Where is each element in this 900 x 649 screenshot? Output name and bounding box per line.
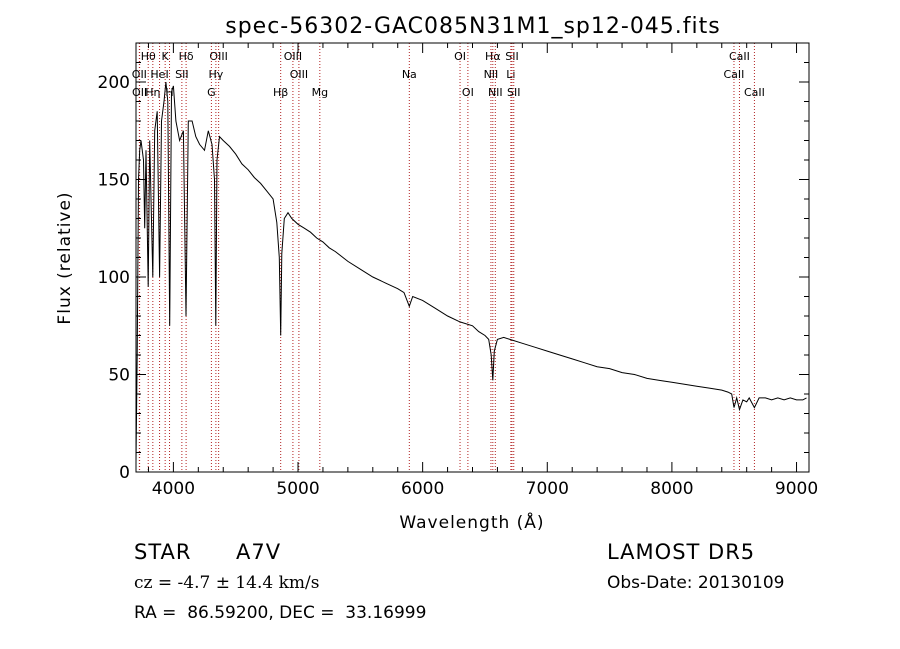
marker-label: CaII bbox=[724, 68, 745, 81]
marker-label: Hα bbox=[485, 50, 501, 63]
marker-label: SII bbox=[505, 50, 518, 63]
marker-label: NII bbox=[484, 68, 499, 81]
y-tick-label: 100 bbox=[98, 268, 130, 288]
plot-frame bbox=[135, 42, 810, 473]
marker-label: K bbox=[162, 50, 170, 63]
marker-label: HeI bbox=[150, 68, 168, 81]
x-tick-label: 4000 bbox=[152, 479, 195, 499]
marker-label: SII bbox=[507, 86, 520, 99]
marker-label: Hθ bbox=[141, 50, 156, 63]
marker-label: CaII bbox=[729, 50, 750, 63]
marker-label: SII bbox=[175, 68, 188, 81]
x-axis-title: Wavelength (Å) bbox=[399, 511, 544, 533]
axis-ticks: 4000 5000 6000 7000 8000 9000 0 50 100 150 200 bbox=[98, 43, 818, 499]
marker-label: Hη bbox=[145, 86, 160, 99]
x-tick-label: 5000 bbox=[276, 479, 319, 499]
marker-label: G bbox=[207, 86, 216, 99]
marker-label: NII bbox=[488, 86, 503, 99]
obs-date: Obs-Date: 20130109 bbox=[607, 573, 785, 593]
cz-value: cz = -4.7 ± 14.4 km/s bbox=[134, 573, 320, 593]
x-tick-label: 9000 bbox=[775, 479, 818, 499]
marker-label: OIII bbox=[284, 50, 302, 63]
y-axis-title: Flux (relative) bbox=[55, 191, 75, 324]
y-tick-label: 150 bbox=[98, 171, 130, 191]
x-tick-label: 6000 bbox=[401, 479, 444, 499]
spectral-subclass: A7V bbox=[236, 540, 282, 564]
series-layer bbox=[135, 81, 807, 463]
survey-label: LAMOST DR5 bbox=[607, 540, 756, 564]
chart-title: spec-56302-GAC085N31M1_sp12-045.fits bbox=[225, 14, 721, 39]
y-tick-label: 50 bbox=[108, 366, 130, 386]
spectrum-line bbox=[135, 81, 807, 463]
marker-label: Li bbox=[506, 68, 515, 81]
marker-label: OI bbox=[462, 86, 474, 99]
marker-label: Hδ bbox=[179, 50, 194, 63]
marker-label: Hβ bbox=[273, 86, 288, 99]
coordinates: RA = 86.59200, DEC = 33.16999 bbox=[134, 603, 427, 623]
y-tick-label: 200 bbox=[98, 73, 130, 93]
y-tick-label: 0 bbox=[119, 463, 130, 483]
marker-label: CaII bbox=[744, 86, 765, 99]
marker-label: Na bbox=[402, 68, 417, 81]
marker-label: OIII bbox=[209, 50, 227, 63]
marker-label: Mg bbox=[312, 86, 328, 99]
x-tick-label: 8000 bbox=[650, 479, 693, 499]
marker-label: H bbox=[165, 86, 173, 99]
marker-label: OI bbox=[454, 50, 466, 63]
x-tick-label: 7000 bbox=[526, 479, 569, 499]
object-class: STAR bbox=[134, 540, 192, 564]
marker-label: OIII bbox=[290, 68, 308, 81]
marker-label: Hγ bbox=[208, 68, 223, 81]
